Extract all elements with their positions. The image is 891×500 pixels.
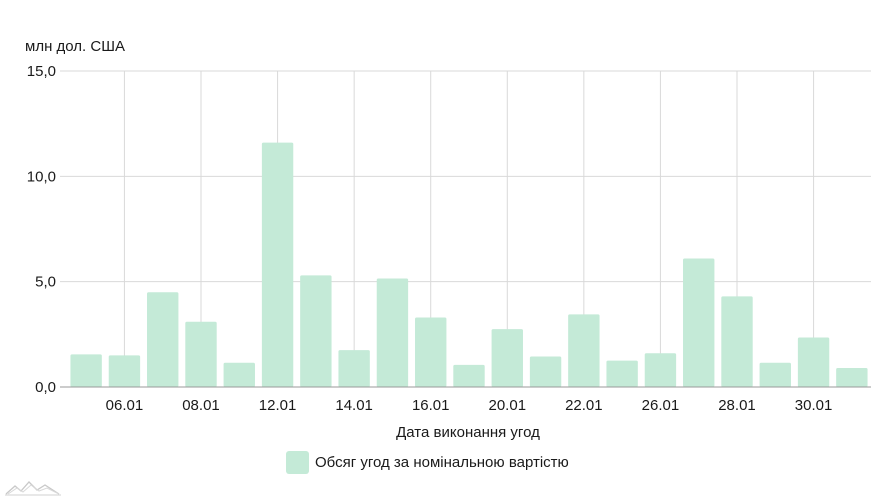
x-axis-title: Дата виконання угод: [396, 424, 540, 441]
bar[interactable]: [836, 368, 868, 387]
bar[interactable]: [261, 142, 294, 387]
y-tick-label: 15,0: [27, 63, 56, 80]
bar[interactable]: [223, 362, 255, 387]
bar[interactable]: [300, 275, 332, 387]
bar[interactable]: [721, 296, 753, 387]
y-axis-unit-label: млн дол. США: [25, 38, 125, 55]
legend: Обсяг угод за номінальною вартістю: [286, 451, 569, 474]
y-tick-label: 10,0: [27, 168, 56, 185]
bar[interactable]: [491, 329, 523, 387]
x-tick-label: 14.01: [335, 397, 373, 414]
x-tick-label: 30.01: [795, 397, 833, 414]
bar[interactable]: [644, 353, 677, 387]
bar[interactable]: [606, 360, 638, 387]
bar[interactable]: [338, 350, 370, 387]
bars: [70, 142, 868, 387]
bar[interactable]: [108, 355, 141, 387]
bar[interactable]: [415, 317, 447, 387]
x-tick-label: 12.01: [259, 397, 297, 414]
y-tick-label: 0,0: [35, 379, 56, 396]
tick-labels: 0,0 5,0 10,0 15,0 06.01 08.01 12.01 14.01 16.01 2…: [27, 63, 833, 414]
bar[interactable]: [759, 362, 791, 387]
x-tick-label: 26.01: [642, 397, 680, 414]
bar[interactable]: [453, 364, 485, 387]
x-tick-label: 08.01: [182, 397, 220, 414]
bar[interactable]: [185, 321, 217, 387]
x-tick-label: 06.01: [106, 397, 144, 414]
bar[interactable]: [568, 314, 600, 387]
x-tick-label: 22.01: [565, 397, 603, 414]
bar[interactable]: [147, 292, 179, 387]
x-tick-label: 16.01: [412, 397, 450, 414]
legend-label: Обсяг угод за номінальною вартістю: [315, 454, 569, 471]
bar[interactable]: [70, 354, 102, 387]
y-tick-label: 5,0: [35, 274, 56, 291]
bar[interactable]: [529, 356, 562, 387]
bar[interactable]: [683, 258, 715, 387]
logo-mountains-icon: [5, 481, 61, 496]
x-tick-label: 20.01: [489, 397, 527, 414]
bar[interactable]: [376, 278, 409, 387]
x-tick-label: 28.01: [718, 397, 756, 414]
legend-swatch: [286, 451, 309, 474]
bar[interactable]: [797, 337, 830, 387]
